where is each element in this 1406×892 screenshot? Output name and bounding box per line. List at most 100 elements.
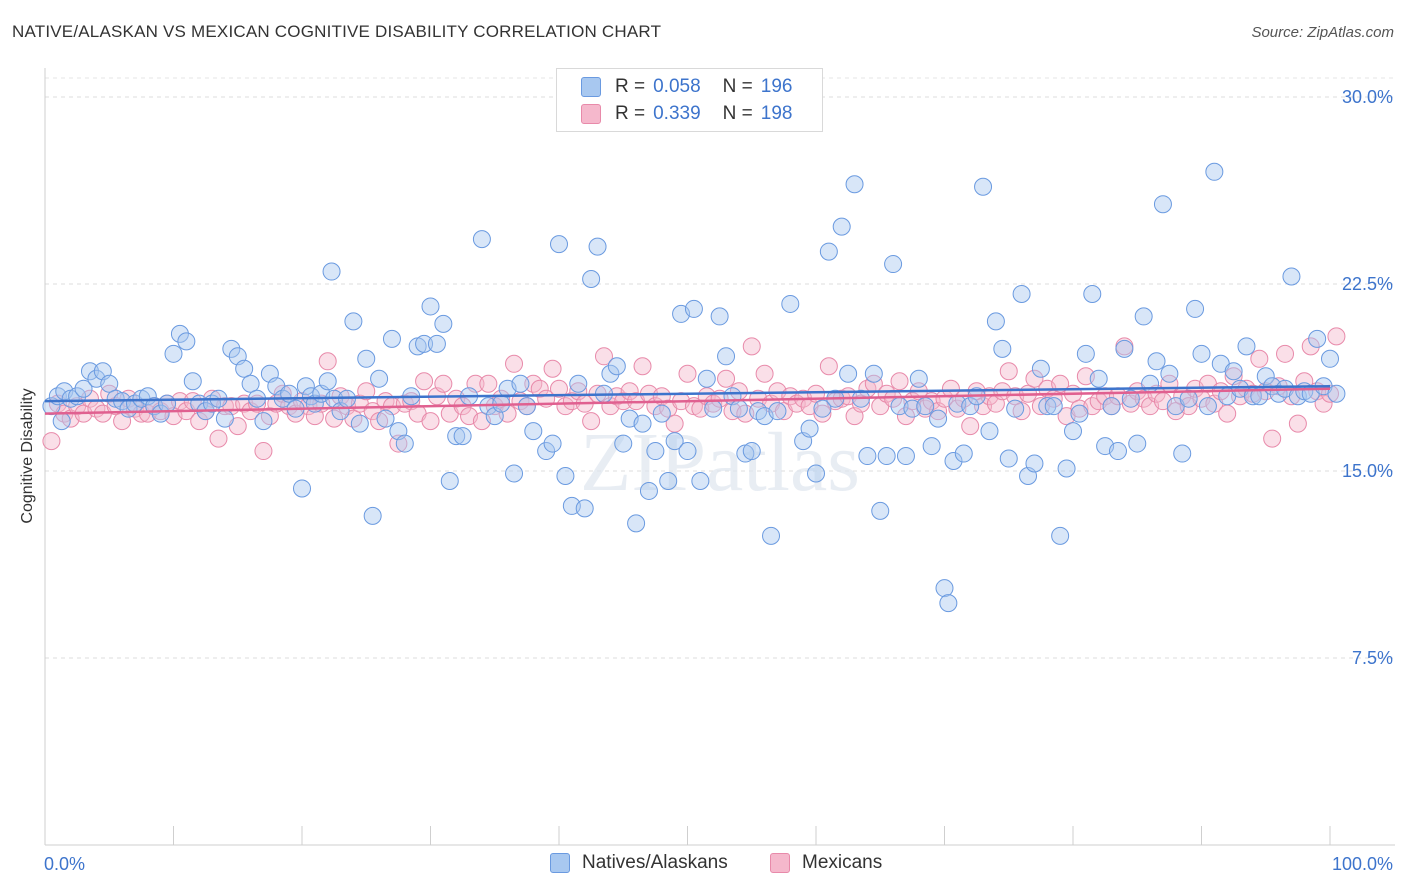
point-natives-alaskans	[344, 312, 363, 331]
point-natives-alaskans	[665, 432, 684, 451]
point-natives-alaskans	[974, 177, 993, 196]
r-label: R =	[615, 76, 646, 97]
point-natives-alaskans	[1141, 374, 1160, 393]
natives-swatch	[581, 77, 601, 97]
stats-row-natives: R = 0.058 N = 196	[581, 75, 792, 99]
point-mexicans	[678, 364, 697, 383]
point-mexicans	[819, 357, 838, 376]
point-natives-alaskans	[896, 447, 915, 466]
point-natives-alaskans	[1173, 444, 1192, 463]
point-natives-alaskans	[588, 237, 607, 256]
point-natives-alaskans	[684, 299, 703, 318]
point-mexicans	[357, 382, 376, 401]
point-mexicans	[1218, 404, 1237, 423]
point-mexicans	[209, 429, 228, 448]
point-mexicans	[421, 412, 440, 431]
point-natives-alaskans	[241, 374, 260, 393]
point-natives-alaskans	[1070, 404, 1089, 423]
point-natives-alaskans	[1192, 344, 1211, 363]
point-mexicans	[434, 374, 453, 393]
point-natives-alaskans	[659, 471, 678, 490]
r-value: 0.339	[653, 103, 701, 124]
point-mexicans	[505, 354, 524, 373]
point-natives-alaskans	[652, 404, 671, 423]
point-natives-alaskans	[1224, 362, 1243, 381]
stats-legend: R = 0.058 N = 196 R = 0.339 N = 198	[556, 68, 823, 132]
stats-row-mexicans: R = 0.339 N = 198	[581, 102, 792, 126]
point-mexicans	[415, 372, 434, 391]
point-natives-alaskans	[845, 175, 864, 194]
point-mexicans	[550, 379, 568, 398]
point-natives-alaskans	[1237, 337, 1256, 356]
point-natives-alaskans	[877, 447, 896, 466]
point-natives-alaskans	[832, 217, 851, 236]
point-natives-alaskans	[254, 412, 273, 431]
point-natives-alaskans	[543, 434, 562, 453]
point-natives-alaskans	[177, 332, 196, 351]
point-natives-alaskans	[350, 414, 369, 433]
legend-label-mexicans: Mexicans	[802, 852, 883, 873]
point-natives-alaskans	[839, 364, 858, 383]
point-natives-alaskans	[80, 362, 99, 381]
legend-item-mexicans[interactable]: Mexicans	[770, 852, 882, 874]
point-natives-alaskans	[935, 579, 954, 598]
point-natives-alaskans	[980, 422, 999, 441]
point-natives-alaskans	[447, 427, 466, 446]
point-natives-alaskans	[1186, 299, 1205, 318]
point-natives-alaskans	[909, 369, 928, 388]
point-natives-alaskans	[939, 594, 958, 613]
point-natives-alaskans	[922, 437, 941, 456]
point-natives-alaskans	[813, 399, 832, 418]
point-natives-alaskans	[357, 349, 376, 368]
point-mexicans	[1051, 374, 1070, 393]
series-legend: Natives/Alaskans Mexicans	[0, 850, 1406, 878]
point-natives-alaskans	[170, 324, 189, 343]
point-mexicans	[318, 352, 337, 371]
watermark: ZIPatlas	[580, 416, 860, 509]
point-natives-alaskans	[370, 369, 389, 388]
point-natives-alaskans	[768, 402, 787, 421]
point-natives-alaskans	[293, 479, 311, 498]
n-label: N =	[722, 76, 753, 97]
point-mexicans	[530, 379, 549, 398]
legend-item-natives[interactable]: Natives/Alaskans	[550, 852, 728, 874]
point-natives-alaskans	[1256, 367, 1275, 386]
x-tick-label: 100.0%	[1332, 854, 1393, 874]
point-mexicans	[1288, 414, 1307, 433]
y-tick-label: 30.0%	[1342, 87, 1393, 107]
mexicans-swatch	[581, 104, 601, 124]
n-value: 196	[760, 76, 793, 97]
point-natives-alaskans	[710, 307, 729, 326]
point-mexicans	[742, 337, 761, 356]
point-natives-alaskans	[382, 329, 401, 348]
point-mexicans	[851, 394, 870, 413]
point-natives-alaskans	[524, 422, 543, 441]
point-natives-alaskans	[858, 447, 877, 466]
point-natives-alaskans	[1308, 329, 1327, 348]
point-natives-alaskans	[1147, 352, 1166, 371]
point-mexicans	[42, 432, 61, 451]
y-tick-label: 7.5%	[1352, 648, 1393, 668]
point-natives-alaskans	[376, 409, 395, 428]
point-natives-alaskans	[633, 414, 652, 433]
axes	[44, 68, 1395, 846]
point-natives-alaskans	[697, 369, 716, 388]
point-natives-alaskans	[1089, 369, 1108, 388]
point-natives-alaskans	[52, 412, 71, 431]
point-natives-alaskans	[691, 471, 710, 490]
point-natives-alaskans	[100, 374, 119, 393]
point-natives-alaskans	[363, 506, 382, 525]
point-natives-alaskans	[1025, 454, 1044, 473]
point-natives-alaskans	[1076, 344, 1095, 363]
point-natives-alaskans	[864, 364, 883, 383]
point-natives-alaskans	[1128, 434, 1147, 453]
point-natives-alaskans	[607, 357, 626, 376]
point-natives-alaskans	[1179, 389, 1198, 408]
point-mexicans	[1263, 429, 1282, 448]
point-natives-alaskans	[993, 339, 1012, 358]
point-natives-alaskans	[1282, 267, 1301, 286]
point-natives-alaskans	[1134, 307, 1153, 326]
y-tick-label: 15.0%	[1342, 461, 1393, 481]
mexicans-legend-swatch	[770, 853, 790, 873]
